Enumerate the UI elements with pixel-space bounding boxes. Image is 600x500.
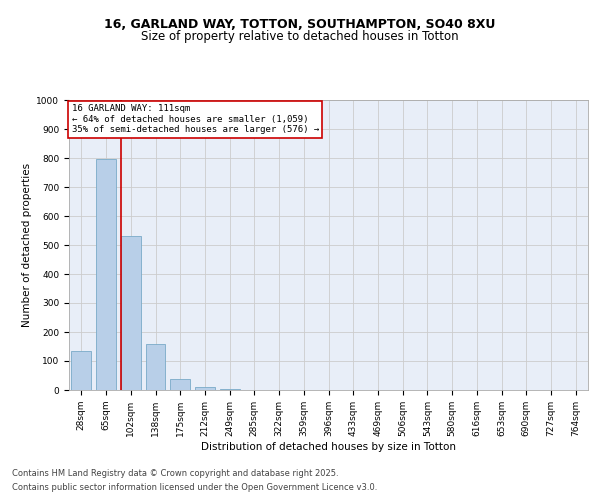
Bar bbox=[121, 236, 140, 390]
Text: Contains public sector information licensed under the Open Government Licence v3: Contains public sector information licen… bbox=[12, 484, 377, 492]
Y-axis label: Number of detached properties: Number of detached properties bbox=[22, 163, 32, 327]
Text: Size of property relative to detached houses in Totton: Size of property relative to detached ho… bbox=[141, 30, 459, 43]
Bar bbox=[96, 160, 116, 390]
Text: 16, GARLAND WAY, TOTTON, SOUTHAMPTON, SO40 8XU: 16, GARLAND WAY, TOTTON, SOUTHAMPTON, SO… bbox=[104, 18, 496, 30]
Text: 16 GARLAND WAY: 111sqm
← 64% of detached houses are smaller (1,059)
35% of semi-: 16 GARLAND WAY: 111sqm ← 64% of detached… bbox=[71, 104, 319, 134]
Bar bbox=[195, 386, 215, 390]
Bar bbox=[146, 344, 166, 390]
Bar bbox=[71, 351, 91, 390]
Bar bbox=[170, 379, 190, 390]
X-axis label: Distribution of detached houses by size in Totton: Distribution of detached houses by size … bbox=[201, 442, 456, 452]
Text: Contains HM Land Registry data © Crown copyright and database right 2025.: Contains HM Land Registry data © Crown c… bbox=[12, 468, 338, 477]
